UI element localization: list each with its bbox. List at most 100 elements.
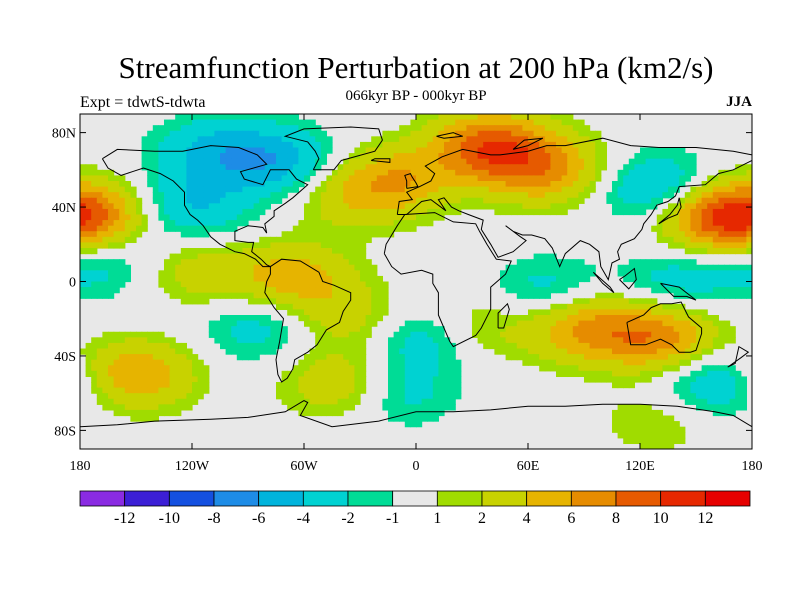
field-cell	[360, 181, 367, 188]
field-cell	[236, 186, 243, 193]
field-cell	[231, 203, 238, 210]
field-cell	[679, 197, 686, 204]
field-cell	[332, 292, 339, 299]
field-cell	[505, 354, 512, 361]
field-cell	[404, 393, 411, 400]
field-cell	[124, 370, 131, 378]
field-cell	[651, 164, 658, 171]
field-cell	[740, 393, 747, 400]
field-cell	[309, 303, 316, 311]
field-cell	[315, 354, 322, 361]
field-cell	[528, 359, 535, 366]
field-cell	[528, 326, 535, 333]
field-cell	[544, 119, 551, 126]
field-cell	[343, 309, 350, 316]
field-cell	[393, 342, 400, 350]
field-cell	[634, 320, 641, 327]
field-cell	[141, 387, 148, 394]
field-cell	[640, 370, 647, 378]
field-cell	[645, 337, 652, 344]
field-cell	[253, 175, 260, 182]
field-cell	[298, 242, 305, 249]
field-cell	[108, 359, 115, 366]
field-cell	[169, 192, 176, 199]
field-cell	[337, 214, 344, 221]
field-cell	[404, 214, 411, 221]
field-cell	[276, 303, 283, 311]
field-cell	[500, 275, 507, 283]
field-cell	[500, 125, 507, 132]
field-cell	[438, 203, 445, 210]
field-cell	[147, 376, 154, 383]
field-cell	[91, 164, 98, 171]
field-cell	[242, 292, 249, 299]
field-cell	[164, 125, 171, 132]
field-cell	[673, 426, 680, 433]
field-cell	[707, 337, 714, 344]
field-cell	[225, 348, 232, 355]
field-cell	[522, 270, 529, 277]
field-cell	[96, 393, 103, 400]
field-cell	[253, 287, 260, 294]
field-cell	[354, 242, 361, 249]
field-cell	[298, 220, 305, 227]
field-cell	[483, 153, 490, 160]
field-cell	[365, 203, 372, 210]
madagascar-coast	[497, 302, 510, 329]
field-cell	[567, 331, 574, 338]
field-cell	[80, 214, 87, 221]
field-cell	[628, 404, 635, 411]
field-cell	[298, 141, 305, 149]
field-cell	[718, 208, 725, 216]
field-cell	[304, 253, 311, 260]
field-cell	[388, 192, 395, 199]
field-cell	[645, 298, 652, 305]
field-cell	[365, 259, 372, 266]
field-cell	[528, 186, 535, 193]
field-cell	[612, 208, 619, 216]
field-cell	[343, 214, 350, 221]
field-cell	[707, 320, 714, 327]
field-cell	[108, 365, 115, 372]
field-cell	[729, 186, 736, 193]
field-cell	[141, 354, 148, 361]
field-cell	[320, 253, 327, 260]
field-cell	[343, 382, 350, 389]
field-cell	[718, 236, 725, 244]
field-cell	[567, 309, 574, 316]
field-cell	[444, 354, 451, 361]
field-cell	[421, 220, 428, 227]
field-cell	[472, 203, 479, 210]
field-cell	[332, 186, 339, 193]
field-cell	[192, 214, 199, 221]
field-cell	[746, 208, 752, 216]
field-cell	[276, 181, 283, 188]
field-cell	[494, 119, 501, 126]
field-cell	[343, 248, 350, 255]
field-cell	[231, 181, 238, 188]
field-cell	[332, 326, 339, 333]
field-cell	[740, 398, 747, 405]
field-cell	[225, 326, 232, 333]
field-cell	[343, 326, 350, 333]
field-cell	[612, 320, 619, 327]
field-cell	[102, 231, 109, 238]
field-cell	[623, 409, 630, 417]
field-cell	[287, 136, 294, 143]
field-cell	[242, 114, 249, 121]
field-cell	[416, 382, 423, 389]
field-cell	[589, 169, 596, 177]
field-cell	[208, 275, 215, 283]
field-cell	[253, 186, 260, 193]
field-cell	[332, 192, 339, 199]
field-cell	[242, 153, 249, 160]
field-cell	[292, 186, 299, 193]
field-cell	[242, 264, 249, 271]
field-cell	[404, 409, 411, 417]
field-cell	[432, 387, 439, 394]
field-cell	[360, 342, 367, 350]
field-cell	[371, 147, 378, 154]
field-cell	[242, 354, 249, 361]
field-cell	[113, 175, 120, 182]
field-cell	[533, 309, 540, 316]
